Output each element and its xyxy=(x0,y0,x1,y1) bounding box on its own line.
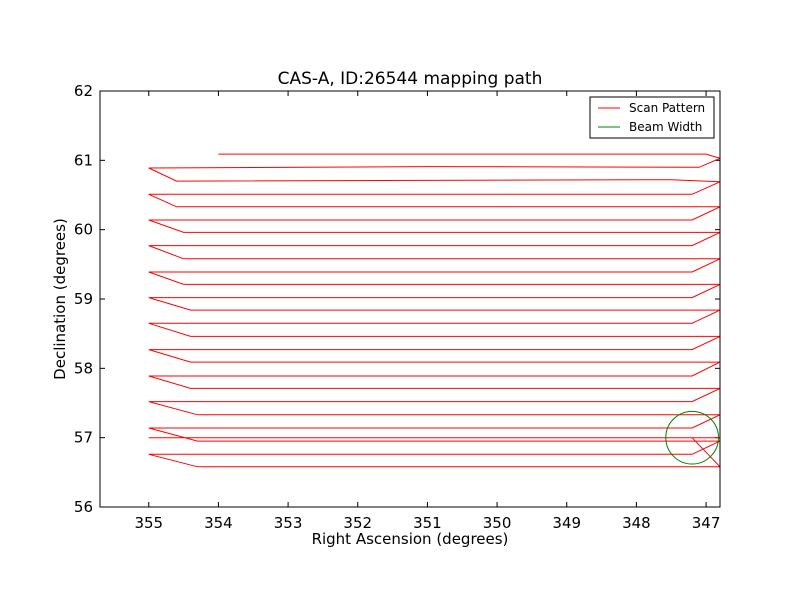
x-axis-ticks: 355 354 353 352 351 350 349 348 347 xyxy=(134,91,720,532)
legend-box xyxy=(589,96,715,139)
y-axis-label: Declination (degrees) xyxy=(51,218,69,380)
x-tick-label: 347 xyxy=(692,514,721,532)
y-axis-ticks: 56 57 58 59 60 61 62 xyxy=(74,82,720,516)
beam-width-circle xyxy=(665,410,719,465)
y-tick-label: 58 xyxy=(74,359,93,377)
x-axis-label: Right Ascension (degrees) xyxy=(312,530,509,548)
y-tick-label: 57 xyxy=(74,429,93,447)
x-tick-label: 349 xyxy=(552,514,581,532)
x-tick-label: 353 xyxy=(274,514,303,532)
x-tick-label: 350 xyxy=(483,514,512,532)
x-tick-label: 355 xyxy=(134,514,163,532)
y-tick-label: 56 xyxy=(74,498,93,516)
legend-scan-pattern-label: Scan Pattern xyxy=(629,101,705,115)
y-tick-label: 62 xyxy=(74,82,93,100)
chart-title: CAS-A, ID:26544 mapping path xyxy=(278,69,543,89)
x-tick-label: 348 xyxy=(622,514,651,532)
x-tick-label: 352 xyxy=(343,514,372,532)
series-layer xyxy=(148,153,720,468)
x-tick-label: 351 xyxy=(413,514,442,532)
plot-area-frame xyxy=(99,90,721,508)
x-tick-label: 354 xyxy=(204,514,233,532)
scan-pattern-line xyxy=(148,153,720,468)
legend-beam-width-label: Beam Width xyxy=(629,120,702,134)
y-tick-label: 59 xyxy=(74,290,93,308)
y-tick-label: 61 xyxy=(74,151,93,169)
legend: Scan Pattern Beam Width xyxy=(589,96,715,139)
y-tick-label: 60 xyxy=(74,221,93,239)
